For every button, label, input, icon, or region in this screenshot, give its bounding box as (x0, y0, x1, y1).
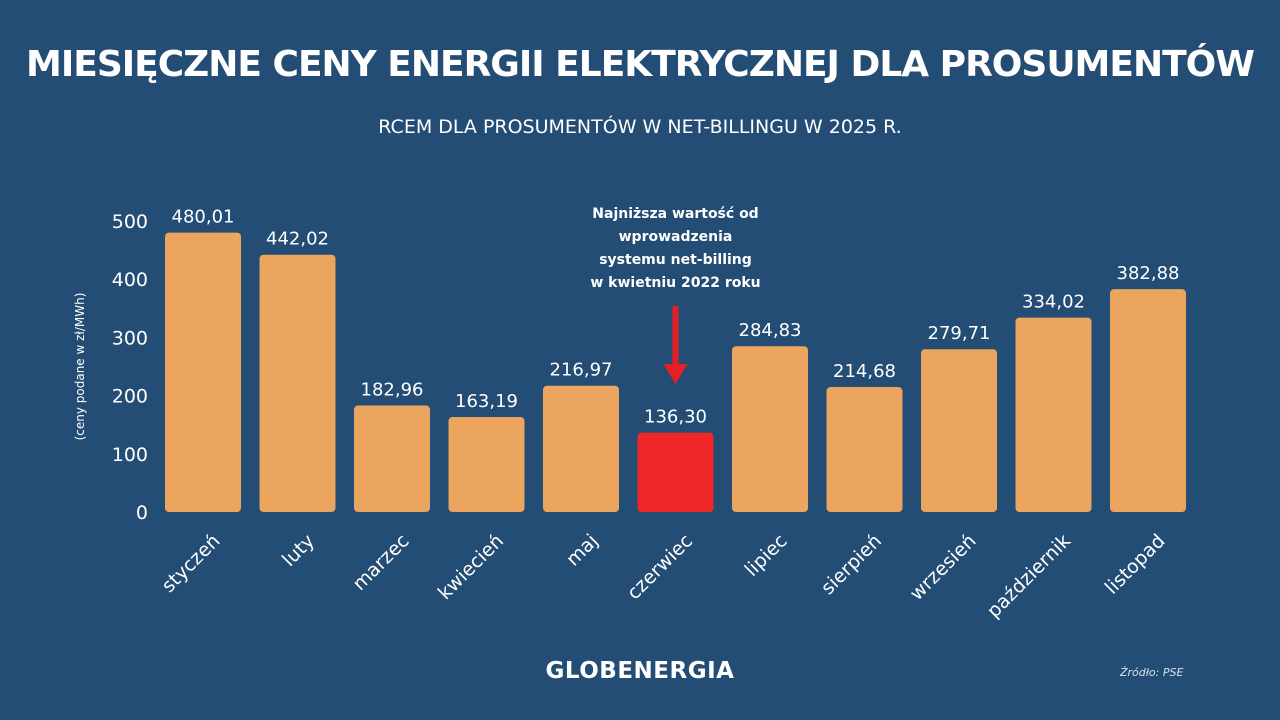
source-note: Źródło: PSE (1120, 666, 1184, 679)
x-category-label: październik (983, 530, 1075, 622)
bar-value-label: 136,30 (644, 407, 707, 428)
brand-logo: GLOBENERGIA (545, 658, 735, 684)
annotation-text: w kwietniu 2022 roku (590, 275, 760, 291)
bar (732, 346, 808, 512)
annotation-text: wprowadzenia (619, 229, 733, 245)
bar (826, 387, 903, 512)
y-axis-label: (ceny podane w zł/MWh) (73, 293, 87, 441)
bar (543, 385, 619, 512)
y-tick-label: 100 (112, 444, 148, 466)
bar-value-label: 182,96 (361, 380, 424, 401)
chart-title: MIESIĘCZNE CENY ENERGII ELEKTRYCZNEJ DLA… (26, 44, 1255, 85)
bar-value-label: 214,68 (833, 361, 896, 382)
bar-value-label: 382,88 (1117, 263, 1180, 284)
bar (165, 232, 241, 512)
y-tick-label: 0 (136, 502, 148, 524)
bar-highlight (637, 432, 714, 512)
bar-value-label: 284,83 (739, 320, 802, 341)
bar (259, 254, 336, 512)
annotation-arrow-shaft (672, 306, 679, 368)
y-tick-label: 200 (112, 386, 148, 408)
x-category-label: luty (278, 530, 319, 571)
annotation-text: systemu net-billing (599, 252, 752, 268)
y-tick-label: 300 (112, 327, 148, 349)
x-category-label: kwiecień (434, 530, 508, 604)
annotation-arrow-head (663, 364, 688, 384)
bar (921, 349, 997, 512)
x-category-label: styczeń (158, 530, 225, 597)
annotation-text: Najniższa wartość od (592, 206, 758, 222)
bar-value-label: 480,01 (172, 207, 235, 228)
bar-value-label: 216,97 (550, 360, 613, 381)
bar-value-label: 279,71 (928, 323, 991, 344)
bar (1015, 317, 1092, 512)
x-category-label: wrzesień (906, 530, 981, 605)
bar-value-label: 334,02 (1022, 292, 1085, 313)
bar (1110, 289, 1186, 512)
x-category-label: sierpień (817, 530, 886, 599)
x-category-label: lipiec (741, 530, 792, 581)
x-category-label: listopad (1101, 530, 1170, 599)
bar-value-label: 163,19 (455, 391, 518, 412)
y-tick-label: 400 (112, 269, 148, 291)
x-category-label: marzec (348, 530, 413, 595)
chart-subtitle: RCEM DLA PROSUMENTÓW W NET-BILLINGU W 20… (378, 116, 902, 138)
bar (448, 417, 525, 512)
y-tick-label: 500 (112, 211, 148, 233)
bar-value-label: 442,02 (266, 229, 329, 250)
x-category-label: maj (562, 530, 603, 571)
bar (354, 405, 430, 512)
x-category-label: czerwiec (623, 530, 697, 604)
